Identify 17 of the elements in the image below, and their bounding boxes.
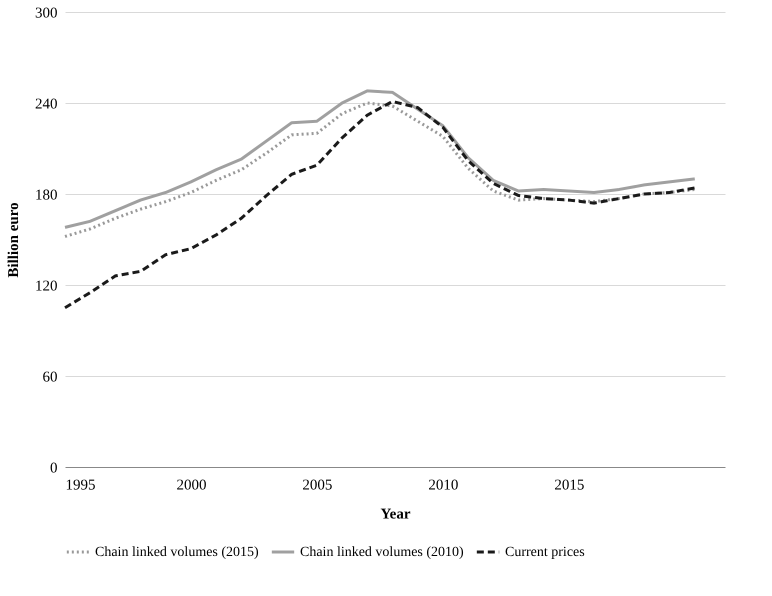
- y-axis-title: Billion euro: [6, 202, 22, 278]
- y-tick-label: 300: [35, 6, 58, 22]
- x-tick-label: 1995: [66, 478, 96, 494]
- y-tick-label: 0: [50, 460, 58, 476]
- x-tick-label: 2015: [554, 478, 584, 494]
- y-tick-label: 180: [35, 188, 58, 204]
- y-tick-label: 120: [35, 278, 58, 294]
- x-tick-label: 2005: [302, 478, 332, 494]
- legend-label: Chain linked volumes (2015): [95, 545, 260, 560]
- legend-label: Chain linked volumes (2010): [300, 545, 464, 560]
- legend-label: Current prices: [505, 545, 585, 560]
- x-axis-title: Year: [380, 506, 411, 522]
- x-tick-label: 2010: [428, 478, 458, 494]
- x-tick-label: 2000: [176, 478, 206, 494]
- y-tick-label: 240: [35, 96, 58, 112]
- line-series: [64, 100, 696, 310]
- y-tick-label: 60: [42, 370, 58, 386]
